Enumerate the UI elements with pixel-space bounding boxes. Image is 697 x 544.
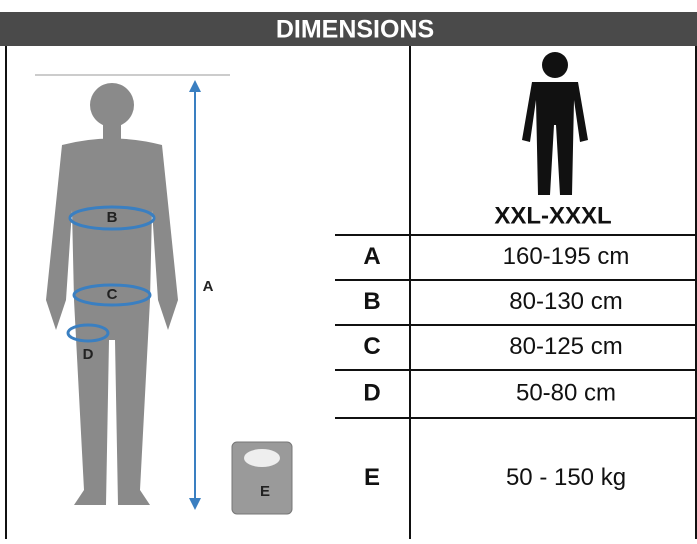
row-value: 50-80 cm bbox=[516, 379, 616, 406]
size-chart: DIMENSIONS B C D A E XXL-XXXL A 160-195 c… bbox=[0, 0, 697, 539]
row-label: B bbox=[363, 288, 380, 315]
row-label: C bbox=[363, 333, 380, 360]
size-label: XXL-XXXL bbox=[494, 202, 611, 229]
row-value: 160-195 cm bbox=[503, 243, 630, 270]
header-title: DIMENSIONS bbox=[276, 16, 434, 44]
row-value: 80-125 cm bbox=[509, 333, 622, 360]
figure-label: A bbox=[203, 278, 214, 295]
row-value: 80-130 cm bbox=[509, 288, 622, 315]
row-label: A bbox=[363, 243, 380, 270]
body-figure bbox=[35, 75, 292, 514]
figure-label: D bbox=[83, 346, 94, 363]
figure-label: E bbox=[260, 483, 270, 500]
figure-label: B bbox=[107, 209, 118, 226]
figure-label: C bbox=[107, 286, 118, 303]
row-label: E bbox=[364, 464, 380, 491]
row-value: 50 - 150 kg bbox=[506, 464, 626, 491]
size-icon bbox=[522, 52, 588, 195]
row-label: D bbox=[363, 379, 380, 406]
